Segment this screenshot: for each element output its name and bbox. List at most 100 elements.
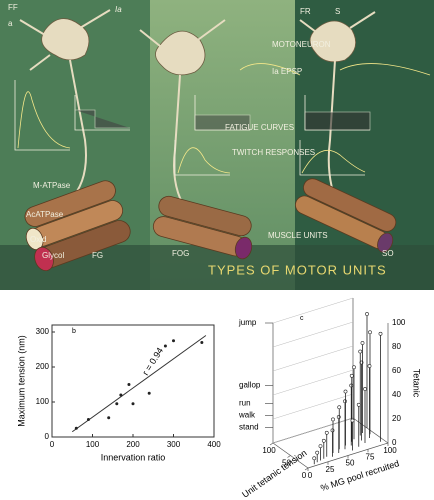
annotation: r = 0.94 xyxy=(140,346,165,377)
panel-label: a xyxy=(8,19,13,28)
z-axis-label: Tetanic xyxy=(412,369,422,398)
grid-line xyxy=(272,369,354,396)
fiber-type: FG xyxy=(92,251,103,260)
axis-line xyxy=(352,417,389,444)
x-axis-label: Innervation ratio xyxy=(101,452,166,462)
point xyxy=(336,415,341,419)
point xyxy=(86,418,90,421)
y-axis-label: Maximum tension (nm) xyxy=(16,335,26,427)
point xyxy=(127,383,131,386)
gait-label: gallop xyxy=(239,381,261,390)
y-tick xyxy=(287,455,291,458)
point xyxy=(318,444,323,449)
row-label: MOTONEURON xyxy=(272,40,331,49)
column-label: FR xyxy=(300,7,311,16)
point xyxy=(368,330,372,335)
z-tick-label: 80 xyxy=(392,342,401,351)
point xyxy=(343,399,347,404)
x-tick-label: 200 xyxy=(126,440,140,449)
row-label: FATIGUE CURVES xyxy=(225,123,294,132)
y-tick-label: 200 xyxy=(36,362,50,371)
point xyxy=(107,416,111,420)
point xyxy=(367,364,372,368)
plot-frame xyxy=(51,324,215,438)
afferent-label: Ia xyxy=(115,5,122,14)
grid-line xyxy=(272,417,354,444)
muscle-label: MUSCLE UNITS xyxy=(268,231,328,240)
x-axis-label: % MG pool recruited xyxy=(319,458,400,493)
stain-label: Glycol xyxy=(42,251,64,260)
point xyxy=(172,339,175,343)
point xyxy=(349,383,354,388)
x-tick-label: 400 xyxy=(207,440,221,449)
x-tick-label: 300 xyxy=(167,440,181,449)
fiber-type: FOG xyxy=(172,249,189,258)
z-tick-label: 20 xyxy=(392,414,401,423)
grid-line xyxy=(272,393,354,420)
z-tick-label: 0 xyxy=(392,438,397,447)
z-tick-label: 100 xyxy=(392,318,406,327)
y-axis-label: Unit tetanic tension xyxy=(240,448,308,500)
gait-label: jump xyxy=(238,318,257,327)
point xyxy=(163,344,167,348)
point xyxy=(331,417,335,422)
point xyxy=(330,428,335,433)
fit-line xyxy=(71,335,207,433)
y-tick-label: 100 xyxy=(262,446,276,455)
point xyxy=(337,405,342,410)
y-tick-label: 0 xyxy=(302,471,307,480)
point xyxy=(349,373,354,378)
point xyxy=(119,393,123,397)
point xyxy=(74,426,78,430)
illustration: FF Ia FR S a MOTONEURON Ia EPSP FATIGUE … xyxy=(0,0,434,290)
x-tick-label: 100 xyxy=(86,440,100,449)
point xyxy=(324,430,329,435)
stain-label: Oxid xyxy=(30,235,46,244)
gait-label: stand xyxy=(239,423,259,432)
point xyxy=(115,402,119,406)
y-tick-label: 0 xyxy=(45,432,50,441)
grid-line xyxy=(272,345,354,372)
y-tick xyxy=(269,442,274,446)
point xyxy=(315,450,320,455)
y-tick-label: 100 xyxy=(36,397,50,406)
point xyxy=(358,349,363,354)
point xyxy=(343,389,348,394)
point xyxy=(312,456,317,461)
stain-label: AcATPase xyxy=(26,210,64,219)
z-tick-label: 60 xyxy=(392,366,401,375)
point xyxy=(321,438,326,443)
row-label: Ia EPSP xyxy=(272,67,302,76)
stain-label: M-ATPase xyxy=(33,181,71,190)
gait-label: walk xyxy=(238,411,256,420)
x-tick-label: 75 xyxy=(366,452,375,461)
column-label: S xyxy=(335,7,340,16)
grid-line xyxy=(272,321,354,348)
point xyxy=(356,402,361,407)
y-tick-label: 300 xyxy=(36,327,50,336)
point xyxy=(350,418,355,423)
panel-label: b xyxy=(72,328,76,335)
panel-label: c xyxy=(300,315,304,322)
x-tick-label: 50 xyxy=(346,459,355,468)
gait-label: run xyxy=(239,399,251,408)
point xyxy=(200,341,204,344)
x-tick-label: 0 xyxy=(308,471,313,480)
y-tick xyxy=(304,467,309,471)
x-tick-label: 0 xyxy=(50,440,55,449)
point xyxy=(360,341,365,345)
caption: TYPES OF MOTOR UNITS xyxy=(208,262,387,277)
point xyxy=(147,391,151,395)
point xyxy=(131,402,135,406)
column-label: FF xyxy=(8,3,18,12)
point xyxy=(352,365,356,370)
row-label: TWITCH RESPONSES xyxy=(232,148,315,157)
grid-line xyxy=(272,297,354,324)
point xyxy=(363,387,367,391)
fiber-type: SO xyxy=(382,249,394,258)
x-tick-label: 25 xyxy=(326,465,335,474)
y-tick-label: 50 xyxy=(282,459,291,468)
point xyxy=(378,331,383,336)
